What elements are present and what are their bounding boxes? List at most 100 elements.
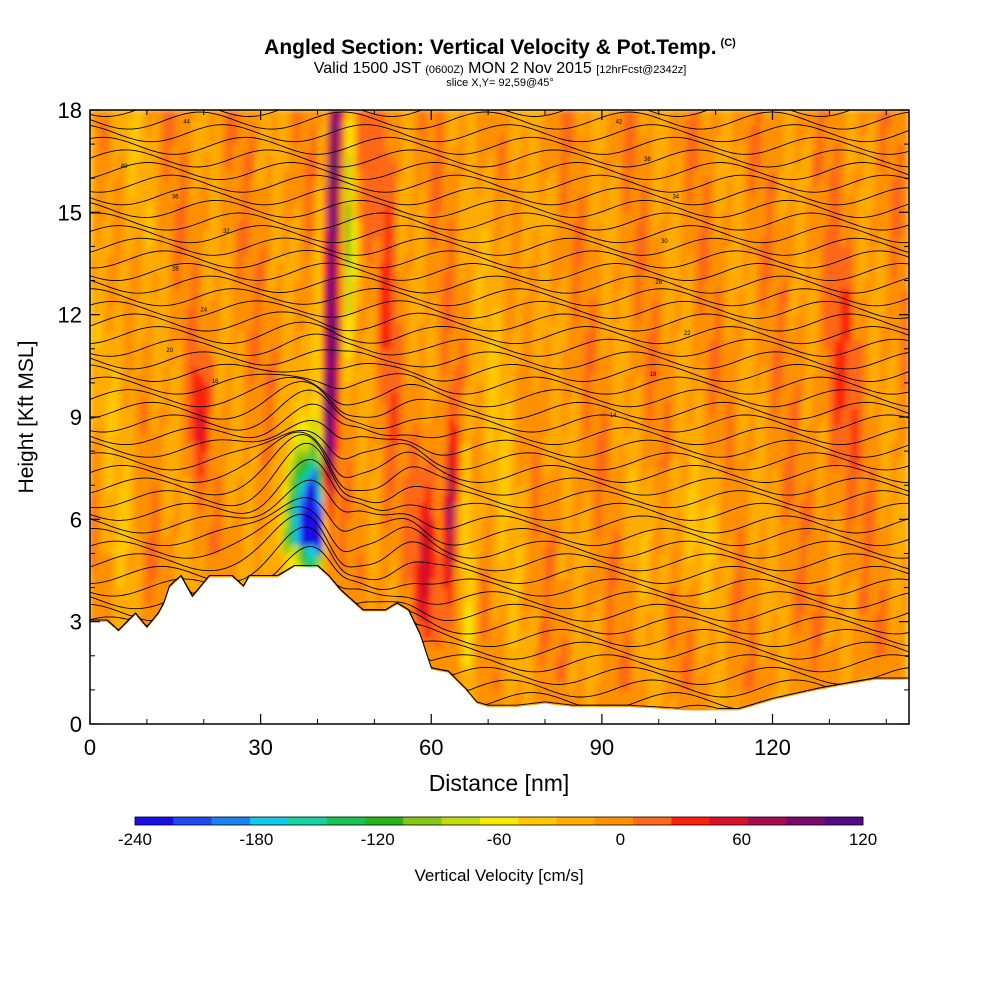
velocity-cell: [226, 407, 233, 418]
velocity-cell: [95, 544, 102, 554]
velocity-cell: [408, 203, 415, 213]
velocity-cell: [135, 228, 142, 239]
velocity-cell: [248, 493, 256, 503]
velocity-cell: [436, 263, 444, 273]
velocity-cell: [220, 245, 227, 256]
velocity-cell: [470, 186, 478, 196]
velocity-cell: [191, 518, 199, 529]
velocity-cell: [123, 288, 131, 299]
velocity-cell: [208, 527, 216, 537]
velocity-cell: [328, 169, 336, 179]
velocity-cell: [476, 169, 483, 179]
velocity-cell: [322, 245, 330, 256]
velocity-cell: [339, 552, 347, 563]
velocity-cell: [288, 322, 296, 333]
velocity-cell: [117, 459, 125, 469]
velocity-cell: [129, 271, 136, 282]
velocity-cell: [345, 476, 353, 486]
velocity-cell: [90, 331, 97, 341]
velocity-cell: [174, 118, 182, 128]
velocity-cell: [396, 263, 404, 273]
velocity-cell: [408, 459, 415, 469]
velocity-cell: [191, 339, 199, 350]
velocity-cell: [231, 288, 239, 299]
velocity-cell: [271, 552, 279, 563]
velocity-cell: [339, 211, 347, 222]
velocity-cell: [356, 390, 364, 401]
velocity-cell: [231, 501, 239, 512]
velocity-cell: [248, 194, 256, 205]
velocity-cell: [180, 476, 188, 486]
velocity-cell: [299, 442, 307, 452]
velocity-cell: [157, 570, 165, 580]
velocity-cell: [106, 160, 114, 171]
velocity-cell: [447, 143, 455, 154]
velocity-cell: [390, 237, 398, 247]
velocity-cell: [362, 203, 370, 213]
velocity-cell: [459, 339, 466, 350]
velocity-cell: [254, 297, 262, 307]
velocity-cell: [135, 263, 142, 273]
velocity-cell: [385, 118, 392, 128]
velocity-cell: [180, 442, 188, 452]
velocity-cell: [356, 126, 364, 137]
velocity-cell: [379, 331, 387, 341]
velocity-cell: [339, 561, 347, 571]
velocity-cell: [129, 297, 136, 307]
velocity-cell: [208, 339, 216, 350]
velocity-cell: [322, 493, 330, 503]
velocity-cell: [243, 450, 250, 461]
velocity-cell: [260, 186, 267, 196]
velocity-cell: [254, 254, 262, 264]
velocity-cell: [464, 169, 472, 179]
velocity-cell: [282, 390, 290, 401]
velocity-cell: [117, 527, 125, 537]
velocity-cell: [100, 245, 108, 256]
velocity-cell: [220, 390, 227, 401]
velocity-cell: [299, 484, 307, 495]
velocity-cell: [311, 484, 318, 495]
velocity-cell: [299, 186, 307, 196]
velocity-cell: [117, 160, 125, 171]
velocity-cell: [476, 373, 483, 384]
velocity-cell: [220, 297, 227, 307]
velocity-cell: [345, 118, 353, 128]
velocity-cell: [368, 459, 375, 469]
velocity-cell: [174, 382, 182, 392]
velocity-cell: [140, 587, 148, 597]
velocity-cell: [362, 237, 370, 247]
velocity-cell: [430, 177, 438, 188]
velocity-cell: [436, 110, 444, 120]
velocity-cell: [294, 561, 301, 571]
velocity-cell: [442, 561, 449, 571]
velocity-cell: [174, 331, 182, 341]
velocity-cell: [214, 544, 222, 554]
velocity-cell: [226, 331, 233, 341]
velocity-cell: [277, 561, 284, 571]
velocity-cell: [95, 476, 102, 486]
velocity-cell: [447, 263, 455, 273]
velocity-cell: [146, 143, 154, 154]
velocity-cell: [152, 373, 159, 384]
velocity-cell: [163, 356, 171, 367]
velocity-cell: [191, 365, 199, 375]
velocity-cell: [100, 177, 108, 188]
velocity-cell: [231, 177, 239, 188]
velocity-cell: [464, 305, 472, 316]
velocity-cell: [100, 203, 108, 213]
velocity-cell: [436, 382, 444, 392]
velocity-cell: [299, 110, 307, 120]
velocity-cell: [163, 578, 171, 589]
velocity-cell: [288, 459, 296, 469]
velocity-cell: [95, 177, 102, 188]
velocity-cell: [152, 612, 159, 623]
velocity-cell: [379, 314, 387, 324]
velocity-cell: [260, 245, 267, 256]
velocity-cell: [322, 305, 330, 316]
velocity-cell: [430, 305, 438, 316]
velocity-cell: [345, 535, 353, 546]
velocity-cell: [265, 169, 273, 179]
velocity-cell: [180, 194, 188, 205]
velocity-cell: [356, 407, 364, 418]
velocity-cell: [453, 535, 461, 546]
